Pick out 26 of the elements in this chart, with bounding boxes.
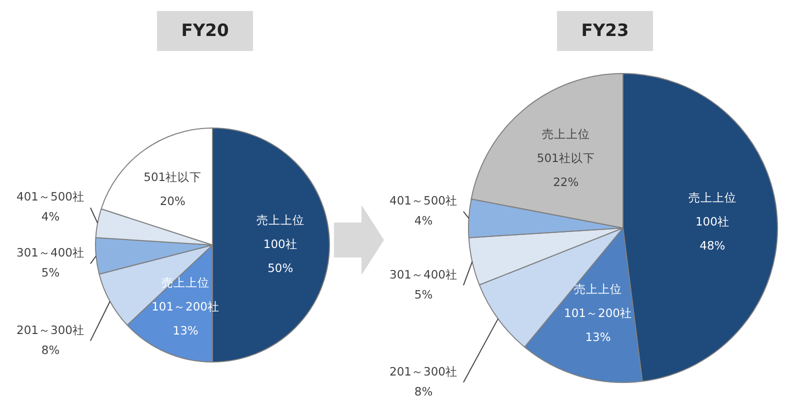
chart-title: FY20 (157, 11, 253, 51)
data-label: 5% (41, 266, 60, 280)
slice-label: 501社以下 (144, 170, 202, 184)
slice-label: 売上上位 501社以下 (536, 126, 595, 165)
slice-label: 売上上位 101～200社 (564, 282, 632, 320)
slice-label: 301～400社 (390, 267, 458, 282)
data-label: 20% (160, 194, 186, 208)
data-label: 13% (172, 323, 198, 338)
slice-label: 301～400社 (16, 246, 84, 260)
data-label: 4% (41, 210, 60, 224)
data-label: 48% (700, 238, 726, 252)
slice-label: 売上上位 101～200社 (152, 275, 220, 314)
slice-label: 401～500社 (390, 193, 458, 208)
data-label: 8% (41, 342, 60, 357)
slice-label: 201～300社 (390, 364, 458, 378)
slice-label: 売上上位 100社 (256, 212, 304, 251)
data-label: 5% (414, 287, 433, 302)
chart-title: FY23 (557, 11, 653, 51)
data-label: 8% (414, 384, 433, 398)
slice-label: 201～300社 (16, 322, 84, 337)
data-label: 13% (585, 330, 611, 344)
data-label: 50% (268, 260, 294, 275)
slice-label: 売上上位 100社 (688, 190, 736, 228)
data-label: 4% (414, 213, 433, 228)
data-label: 22% (553, 174, 579, 189)
slice-label: 401～500社 (16, 190, 84, 204)
